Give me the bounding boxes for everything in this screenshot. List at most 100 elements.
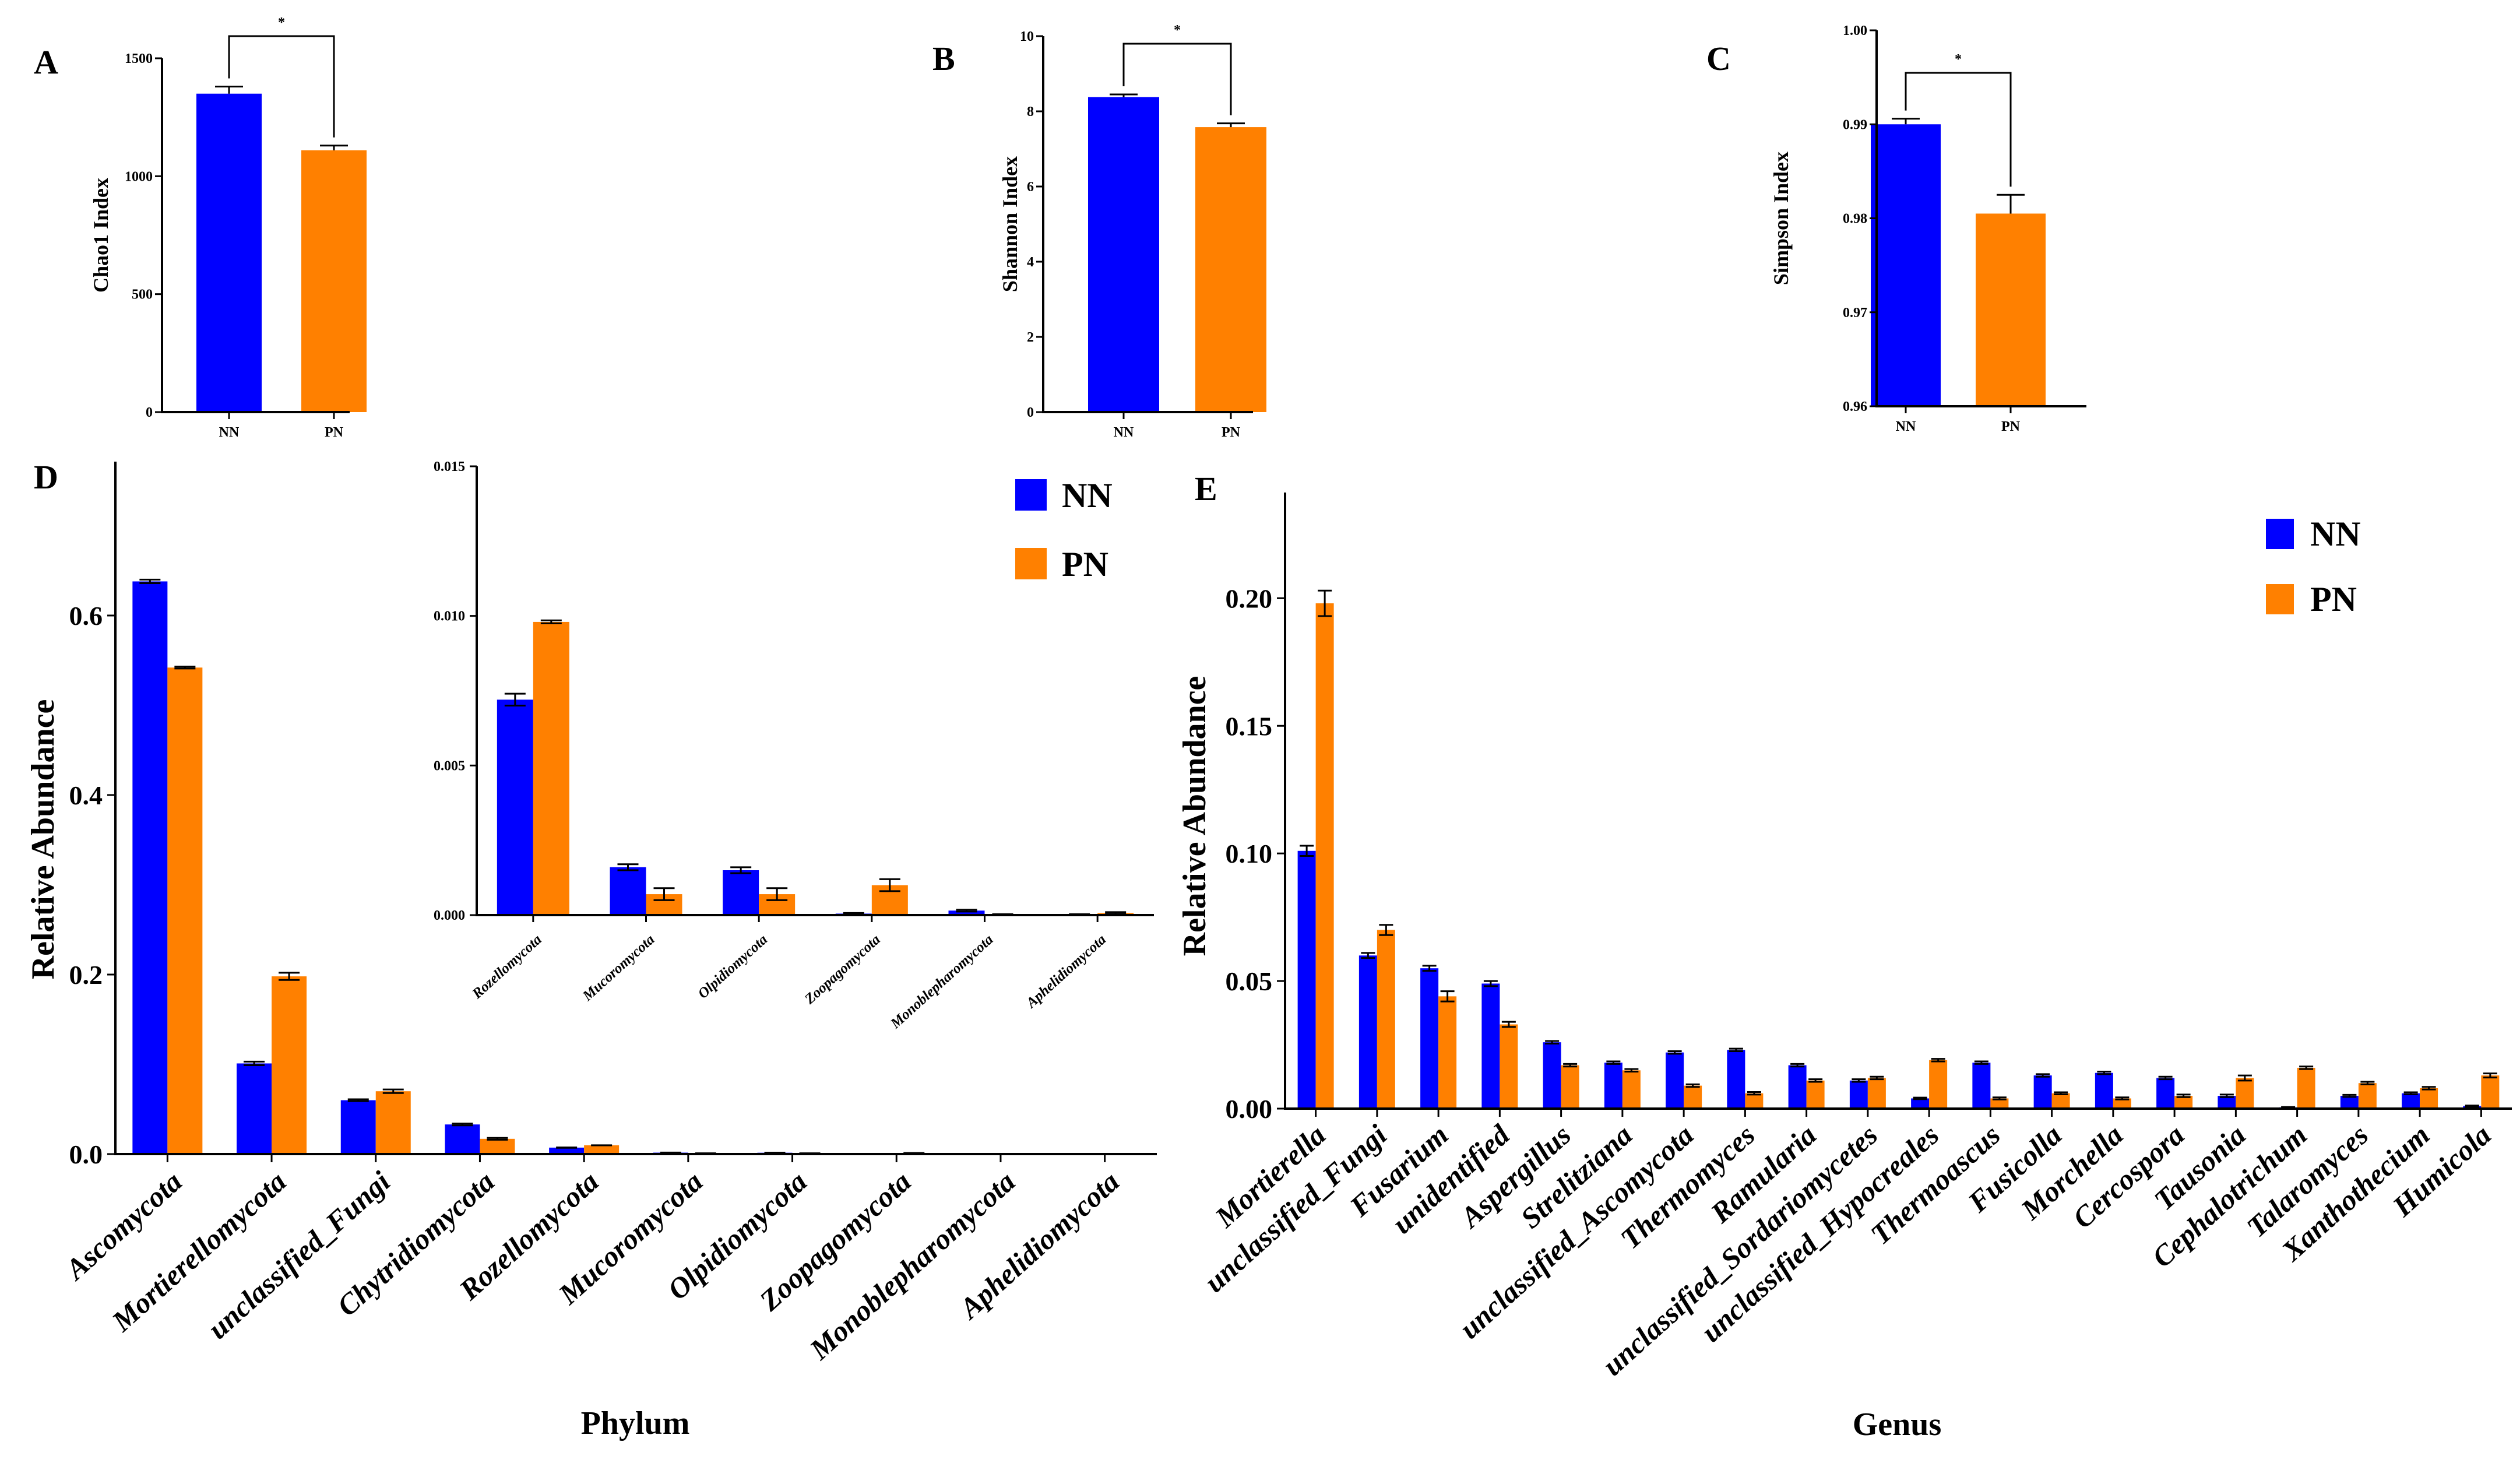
error-bar [2115, 1096, 2130, 1100]
error-bar [2054, 1091, 2068, 1095]
legend-label-nn: NN [1062, 476, 1113, 515]
y-tick-label: 0.4 [69, 780, 103, 810]
error-bar [2483, 1072, 2497, 1079]
bar-nn-mortierellomycota [237, 1063, 272, 1154]
error-bar [2237, 1074, 2252, 1082]
error-bar [1483, 980, 1498, 987]
bar-nn-aspergillus [1543, 1042, 1561, 1109]
bar-nn-talaromyces [2340, 1096, 2359, 1109]
bar-pn-chytridiomycota [480, 1138, 515, 1154]
y-tick-label: 0.20 [1226, 583, 1273, 613]
error-bar [1931, 1058, 1945, 1063]
error-bar [2176, 1093, 2191, 1098]
bar-pn-unclassified_sordariomycetes [1867, 1078, 1886, 1109]
y-tick-label: 0.99 [1843, 117, 1867, 132]
legend-label-nn: NN [2310, 515, 2361, 553]
x-axis-label: Phylum [581, 1405, 690, 1441]
error-bar [879, 878, 900, 892]
bar-nn-chytridiomycota [445, 1124, 480, 1154]
error-bar [1624, 1068, 1639, 1073]
significance-bracket [1905, 72, 2012, 187]
panel-letter: D [34, 458, 58, 496]
y-tick-label: 0.000 [434, 908, 465, 923]
error-bar [1852, 1078, 1866, 1083]
y-tick-label: 10 [1020, 29, 1034, 44]
y-tick-label: 1500 [125, 51, 153, 66]
bar-pn-morchella [2113, 1098, 2131, 1109]
bar-pn-unidentified [1500, 1024, 1518, 1109]
error-bar [382, 1088, 404, 1094]
error-bar [1105, 911, 1127, 915]
x-tick-label: PN [325, 425, 344, 440]
panel-letter: E [1195, 470, 1217, 508]
error-bar [2219, 1093, 2234, 1098]
y-tick-label: 2 [1027, 330, 1034, 345]
error-bar [1318, 589, 1332, 617]
error-bar [1606, 1060, 1621, 1065]
axes [476, 466, 1154, 916]
y-axis-label: Shannon Index [998, 156, 1022, 292]
significance-bracket [228, 35, 335, 138]
bar-nn-fusarium [1420, 968, 1439, 1109]
bar-nn-unclassified_fungi [340, 1100, 376, 1154]
y-tick-label: 0.15 [1226, 711, 1273, 741]
bar-pn-ascomycota [167, 667, 203, 1154]
bar-pn-unclassified_fungi [1377, 930, 1395, 1109]
error-bar [1563, 1063, 1578, 1068]
bar-nn-thermoascus [1972, 1063, 1991, 1109]
error-bar [1379, 924, 1393, 936]
error-bar [2097, 1071, 2111, 1075]
x-tick-label: Aphelidiomycota [1023, 931, 1110, 1012]
bar-nn-cercospora [2156, 1078, 2175, 1109]
x-tick-label: Monoblepharomycota [887, 931, 996, 1032]
panel-c: C NN PN 0.96 0.97 0.98 0.99 1.00 Simpson Index * [1706, 23, 2086, 434]
x-tick-label: Mortierellomycota [105, 1165, 292, 1338]
bar-pn-ramularia [1806, 1080, 1825, 1109]
y-tick-label: 6 [1027, 180, 1034, 195]
error-bar [1501, 1021, 1516, 1028]
error-bar [2360, 1081, 2375, 1085]
error-bar [2403, 1091, 2418, 1095]
bar-nn-morchella [2095, 1072, 2113, 1109]
bar-nn-rozellomycota [497, 699, 533, 915]
bar-pn-cercospora [2174, 1096, 2193, 1109]
bar-pn-rozellomycota [533, 621, 569, 915]
x-tick-label: Mucoromycota [579, 931, 657, 1004]
error-bar [2158, 1075, 2173, 1081]
error-bar [2036, 1073, 2050, 1078]
error-bar [1790, 1063, 1805, 1068]
error-bar [1892, 118, 1920, 125]
bar-pn-aspergillus [1561, 1065, 1579, 1109]
error-bar [1729, 1047, 1743, 1052]
bar-pn-thermomyces [1745, 1093, 1764, 1109]
y-tick-label: 0.96 [1843, 399, 1867, 414]
bar-nn [196, 93, 262, 412]
error-bar [1110, 93, 1138, 97]
x-tick-label: Monoblepharomycota [803, 1165, 1022, 1366]
panel-letter: B [932, 40, 955, 78]
error-bar [2299, 1065, 2314, 1070]
y-tick-label: 0.10 [1226, 839, 1273, 868]
x-tick-label: PN [1222, 425, 1241, 440]
y-tick-label: 1.00 [1843, 23, 1867, 38]
y-tick-label: 0.6 [69, 601, 103, 631]
error-bar [1997, 194, 2025, 214]
y-tick-label: 0.010 [434, 609, 465, 624]
x-tick-label: Zoopagomycota [801, 931, 884, 1007]
bar-pn-talaromyces [2358, 1083, 2377, 1109]
y-tick-label: 0.00 [1226, 1094, 1273, 1124]
y-tick-label: 0.015 [434, 459, 465, 474]
legend-swatch-pn [1015, 548, 1047, 579]
x-tick-label: PN [2001, 419, 2021, 434]
error-bar [1361, 952, 1375, 959]
x-tick-label: NN [1896, 419, 1916, 434]
error-bar [2465, 1105, 2479, 1107]
significance-mark: * [1955, 52, 1962, 67]
error-bar [244, 1060, 265, 1067]
y-tick-label: 500 [132, 287, 153, 303]
bar-pn [1195, 127, 1266, 412]
bar-pn-xanthothecium [2420, 1088, 2438, 1109]
error-bar [766, 887, 788, 901]
x-axis-label: Genus [1853, 1406, 1942, 1443]
y-tick-label: 0 [146, 405, 153, 420]
